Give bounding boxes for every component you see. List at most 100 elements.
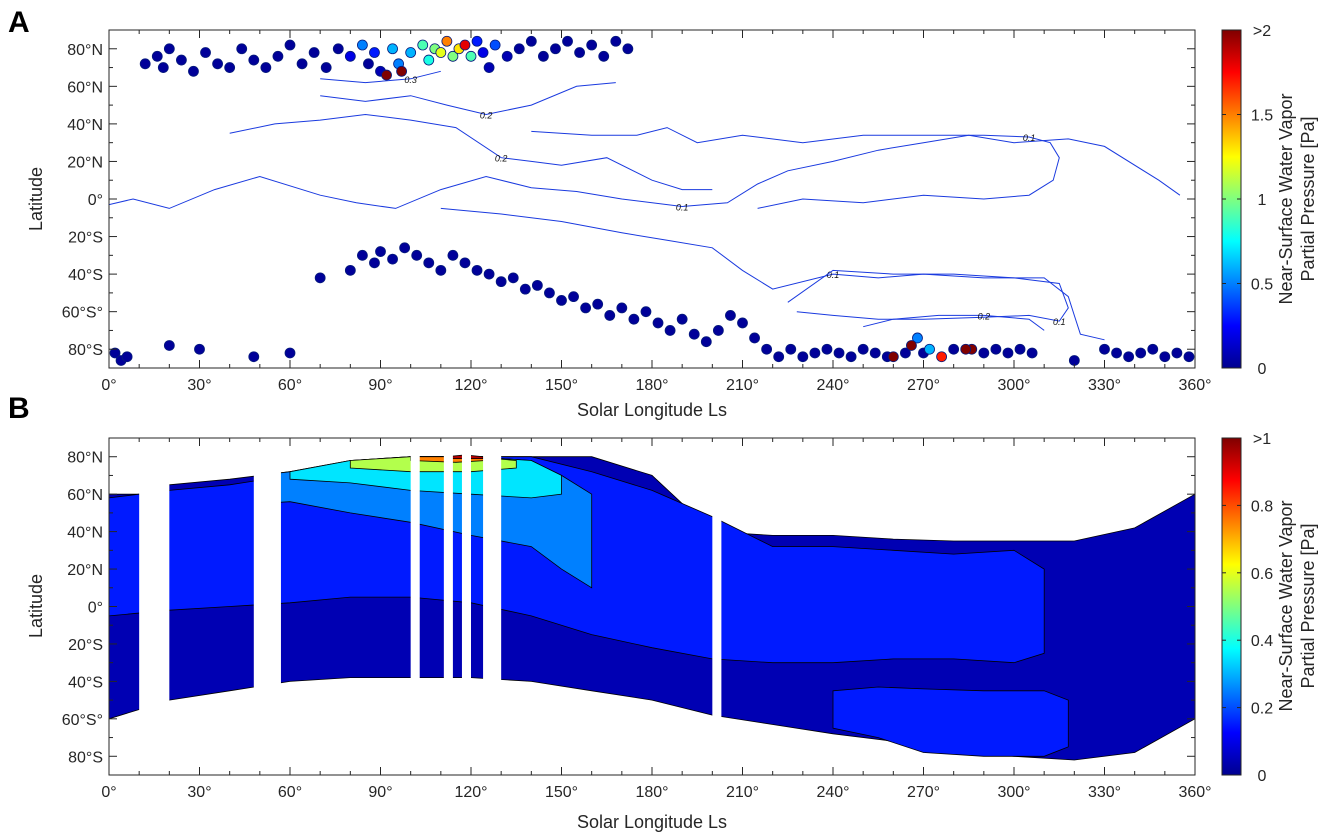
scatter-point <box>737 317 748 329</box>
contour-level-label: 0.1 <box>1023 133 1036 143</box>
scatter-point <box>978 347 990 359</box>
scatter-point <box>344 50 356 62</box>
panel-b-y-tick-labels: 80°N 60°N 40°N 20°N 0° 20°S 40°S 60°S° 80°S <box>62 450 103 767</box>
y-tick-label: 20°S <box>68 230 103 247</box>
scatter-point <box>700 336 712 348</box>
scatter-point <box>936 351 947 363</box>
panel-a-y-tick-labels: 80°N 60°N 40°N 20°N 0° 20°S 40°S 60°S° 80°S <box>62 42 103 359</box>
scatter-point <box>809 347 821 359</box>
colorbar-tick-label: 0 <box>1258 361 1267 378</box>
scatter-point <box>441 35 453 47</box>
panel-a-ticks <box>108 29 1196 369</box>
x-tick-label: 240° <box>816 784 849 801</box>
data-gap <box>253 438 281 775</box>
scatter-point <box>544 287 555 299</box>
panel-b-y-axis-label: Latitude <box>26 574 46 638</box>
scatter-point <box>773 351 785 363</box>
contour-level-label: 0.2 <box>480 111 493 121</box>
y-tick-label: 40°N <box>67 117 103 134</box>
y-tick-label: 20°N <box>67 562 103 579</box>
scatter-point <box>465 50 477 62</box>
scatter-point <box>749 332 760 344</box>
contour-level-label: 0.1 <box>1053 317 1066 327</box>
scatter-point <box>513 43 525 55</box>
scatter-point <box>272 50 284 62</box>
scatter-point <box>1135 347 1147 359</box>
scatter-point <box>163 43 175 55</box>
scatter-point <box>568 291 579 303</box>
x-tick-label: 180° <box>635 784 668 801</box>
panel-a-colorbar-ticks: 0 0.5 1 1.5 >2 <box>1222 23 1273 378</box>
scatter-point <box>435 264 447 276</box>
scatter-point <box>344 264 356 276</box>
contour-level-label: 0.1 <box>676 203 689 213</box>
scatter-point <box>200 47 211 58</box>
scatter-point <box>519 283 531 295</box>
scatter-point <box>459 257 471 269</box>
scatter-point <box>121 351 133 363</box>
scatter-point <box>562 35 573 47</box>
scatter-point <box>845 351 857 363</box>
x-tick-label: 330° <box>1088 377 1121 394</box>
panel-a: 0.10.10.10.10.20.20.20.3 0° 30° 60° 90° 120°… <box>26 23 1318 420</box>
scatter-point <box>236 43 248 55</box>
scatter-point <box>1111 347 1122 359</box>
x-tick-label: 270° <box>907 377 940 394</box>
x-tick-label: 330° <box>1088 784 1121 801</box>
y-tick-label: 80°S <box>68 342 103 359</box>
scatter-point <box>797 351 809 363</box>
colorbar-tick-label: 0.4 <box>1251 633 1273 650</box>
x-tick-label: 120° <box>454 784 487 801</box>
x-tick-label: 0° <box>101 784 116 801</box>
x-tick-label: 360° <box>1178 377 1211 394</box>
y-tick-label: 80°S <box>68 749 103 766</box>
scatter-point <box>1159 351 1171 363</box>
scatter-point <box>761 343 773 355</box>
scatter-point <box>1171 347 1183 359</box>
panel-b-colorbar-ticks: 0 0.2 0.4 0.6 0.8 >1 <box>1222 431 1273 785</box>
scatter-point <box>501 50 513 62</box>
y-tick-label: 80°N <box>67 450 103 467</box>
scatter-point <box>411 249 423 261</box>
scatter-point <box>363 58 374 70</box>
panel-b-x-axis-label: Solar Longitude Ls <box>577 812 727 832</box>
scatter-point <box>435 47 447 58</box>
scatter-point <box>906 340 917 351</box>
panel-b-colorbar-label-line2: Partial Pressure [Pa] <box>1298 523 1318 688</box>
scatter-point <box>396 65 408 77</box>
y-tick-label: 20°N <box>67 154 103 171</box>
scatter-point <box>387 43 398 55</box>
panel-b-colorbar <box>1221 437 1242 776</box>
scatter-point <box>417 39 429 51</box>
panel-a-scatter-points <box>109 35 1195 366</box>
panel-b-ticks <box>108 437 1196 776</box>
panel-a-y-axis-label: Latitude <box>26 167 46 231</box>
scatter-point <box>833 347 845 359</box>
y-tick-label: 40°S <box>68 674 103 691</box>
contour-level-label: 0.3 <box>404 75 417 85</box>
x-tick-label: 180° <box>635 377 668 394</box>
x-tick-label: 300° <box>997 784 1030 801</box>
scatter-point <box>1068 355 1080 366</box>
scatter-point <box>857 343 869 355</box>
scatter-point <box>821 343 833 355</box>
y-tick-label: 20°S <box>68 637 103 654</box>
x-tick-label: 30° <box>187 784 211 801</box>
data-gap <box>712 438 722 775</box>
scatter-point <box>1123 351 1135 363</box>
x-tick-label: 60° <box>278 784 302 801</box>
scatter-point <box>1099 343 1110 355</box>
contour-level-label: 0.1 <box>827 270 840 280</box>
contour-line <box>320 82 616 116</box>
scatter-point <box>1147 343 1159 355</box>
scatter-point <box>163 340 175 351</box>
scatter-point <box>399 242 411 254</box>
contour-line <box>109 134 1181 209</box>
y-tick-label: 0° <box>88 600 103 617</box>
data-gap <box>139 438 170 775</box>
scatter-point <box>676 313 688 325</box>
scatter-point <box>586 39 598 51</box>
contour-line <box>229 113 713 191</box>
scatter-point <box>531 279 543 291</box>
scatter-point <box>471 264 483 276</box>
